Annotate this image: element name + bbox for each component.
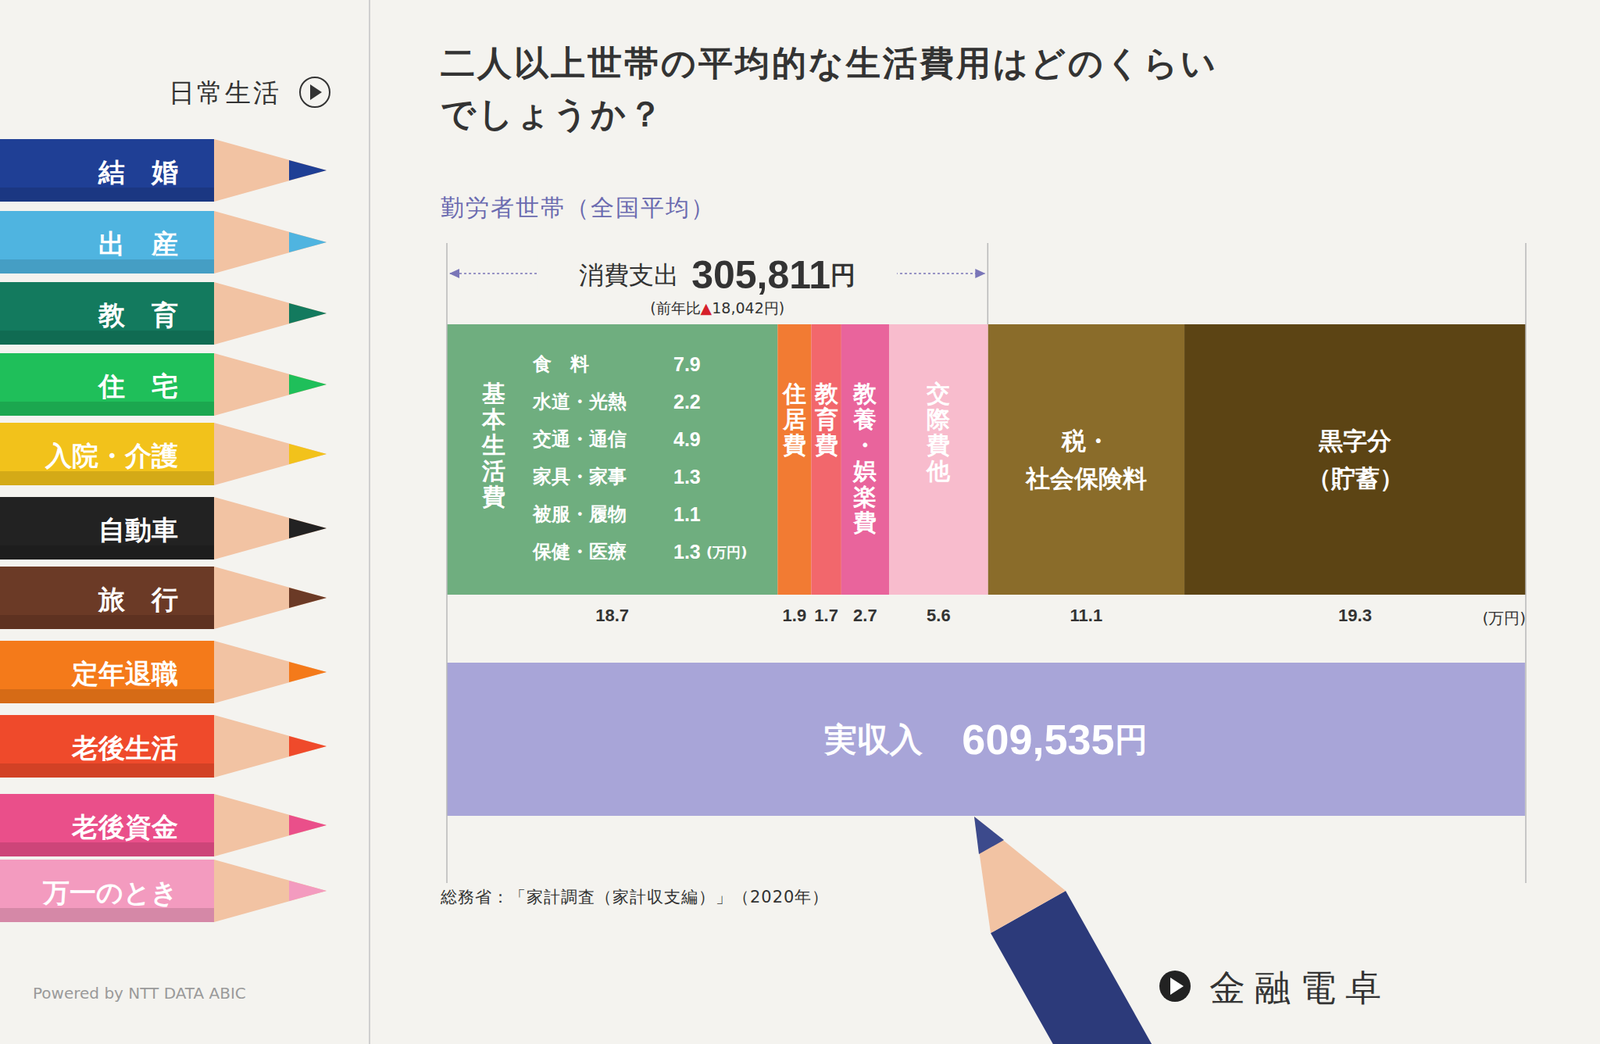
svg-text:1.3: 1.3	[673, 465, 701, 488]
svg-text:（貯蓄）: （貯蓄）	[1307, 464, 1404, 493]
svg-text:楽: 楽	[852, 482, 877, 511]
svg-text:費: 費	[782, 431, 807, 459]
svg-text:交: 交	[925, 379, 950, 408]
svg-text:2.2: 2.2	[673, 390, 701, 413]
svg-text:1.9: 1.9	[782, 605, 808, 625]
svg-text:19.3: 19.3	[1338, 605, 1372, 625]
html-text:総務省：「家計調査（家計収支編）」（2020年）: 総務省：「家計調査（家計収支編）」（2020年）	[440, 887, 830, 907]
svg-text:入院・介護: 入院・介護	[44, 439, 179, 472]
svg-text:他: 他	[925, 457, 951, 485]
svg-text:(万円): (万円)	[706, 543, 747, 561]
svg-text:娯: 娯	[852, 457, 877, 485]
svg-text:育: 育	[814, 405, 839, 433]
svg-text:結 婚: 結 婚	[97, 156, 179, 188]
svg-text:家具・家事: 家具・家事	[532, 465, 627, 488]
svg-text:養: 養	[852, 405, 877, 433]
svg-text:費: 費	[925, 431, 950, 459]
svg-text:費: 費	[814, 431, 839, 459]
svg-text:実収入609,535円: 実収入609,535円	[823, 715, 1147, 763]
svg-text:教: 教	[852, 379, 878, 408]
svg-text:Powered by NTT DATA ABIC: Powered by NTT DATA ABIC	[32, 983, 247, 1003]
html-text:(万円): (万円)	[1482, 608, 1526, 628]
svg-text:出 産: 出 産	[98, 228, 179, 260]
svg-text:教 育: 教 育	[97, 299, 179, 331]
svg-text:日常生活: 日常生活	[168, 77, 282, 108]
svg-text:万一のとき: 万一のとき	[42, 876, 179, 908]
svg-text:自動車: 自動車	[98, 514, 179, 546]
svg-text:2.7: 2.7	[853, 605, 878, 625]
svg-text:費: 費	[852, 508, 877, 536]
svg-text:7.9: 7.9	[673, 353, 701, 375]
svg-text:基: 基	[481, 379, 506, 408]
svg-text:食 料: 食 料	[532, 353, 590, 375]
svg-text:住 宅: 住 宅	[96, 370, 179, 402]
html-text:勤労者世帯（全国平均）: 勤労者世帯（全国平均）	[440, 193, 716, 222]
svg-text:4.9: 4.9	[673, 428, 701, 450]
svg-text:社会保険料: 社会保険料	[1025, 464, 1147, 493]
svg-text:居: 居	[782, 405, 807, 433]
svg-text:際: 際	[926, 405, 951, 433]
svg-text:水道・光熱: 水道・光熱	[532, 390, 627, 413]
svg-text:(前年比▲18,042円): (前年比▲18,042円)	[650, 299, 785, 317]
html-text:二人以上世帯の平均的な生活費用はどのくらい: 二人以上世帯の平均的な生活費用はどのくらい	[440, 42, 1218, 83]
svg-text:保健・医療: 保健・医療	[532, 540, 627, 563]
svg-text:税・: 税・	[1060, 426, 1111, 455]
svg-text:被服・履物: 被服・履物	[532, 503, 627, 525]
svg-text:旅 行: 旅 行	[97, 583, 179, 615]
svg-text:1.7: 1.7	[814, 605, 839, 625]
svg-text:費: 費	[481, 482, 506, 511]
svg-text:老後資金: 老後資金	[71, 810, 179, 843]
svg-text:18.7: 18.7	[595, 605, 629, 625]
svg-text:本: 本	[481, 405, 507, 433]
svg-text:老後生活: 老後生活	[71, 732, 179, 764]
svg-text:金融電卓: 金融電卓	[1209, 966, 1391, 1009]
svg-text:1.3: 1.3	[673, 540, 701, 563]
svg-text:消費支出305,811円: 消費支出305,811円	[578, 253, 856, 297]
svg-text:住: 住	[781, 379, 807, 408]
svg-text:教: 教	[814, 379, 840, 408]
svg-text:交通・通信: 交通・通信	[532, 428, 627, 450]
svg-text:11.1: 11.1	[1070, 605, 1104, 625]
svg-text:・: ・	[853, 431, 877, 459]
html-text:でしょうか？: でしょうか？	[440, 93, 665, 134]
svg-text:生: 生	[481, 431, 506, 459]
svg-text:5.6: 5.6	[926, 605, 951, 625]
svg-text:定年退職: 定年退職	[71, 657, 179, 690]
svg-text:1.1: 1.1	[673, 503, 701, 525]
svg-text:活: 活	[481, 457, 506, 485]
svg-text:黒字分: 黒字分	[1317, 426, 1392, 455]
